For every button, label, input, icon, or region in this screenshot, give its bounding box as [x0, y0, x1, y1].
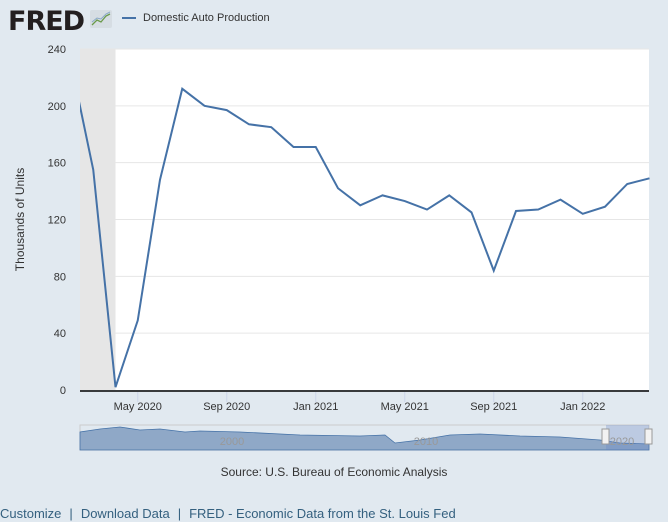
x-tick-label: Sep 2021 [470, 401, 517, 413]
data-point [202, 103, 207, 108]
data-point [336, 186, 341, 191]
data-point [380, 193, 385, 198]
data-point [514, 208, 519, 213]
separator: | [69, 506, 73, 521]
navigator-selection [606, 425, 649, 450]
data-point [91, 167, 96, 172]
y-tick-label: 240 [48, 44, 66, 56]
navigator-handle[interactable] [644, 428, 653, 445]
navigator-label: 2000 [220, 436, 244, 448]
data-point [469, 210, 474, 215]
data-point [180, 86, 185, 91]
y-tick-label: 120 [48, 215, 66, 227]
x-tick-label: May 2021 [381, 401, 429, 413]
data-point [558, 197, 563, 202]
fred-home-link[interactable]: FRED - Economic Data from the St. Louis … [189, 506, 456, 521]
data-point [291, 145, 296, 150]
data-point [536, 207, 541, 212]
fred-logo[interactable]: FRED [8, 6, 85, 37]
chart: 0 40 80 120 160 200 240 Thousands of Units May 2… [13, 44, 653, 451]
footer-links: Customize | Download Data | FRED - Economic … [0, 506, 456, 521]
y-tick-label: 160 [48, 158, 66, 170]
navigator-label: 2020 [610, 436, 634, 448]
y-tick-label: 0 [60, 385, 66, 397]
data-point [491, 268, 496, 273]
data-point [69, 61, 74, 66]
data-point [603, 204, 608, 209]
y-axis-label: Thousands of Units [13, 168, 27, 271]
navigator-label: 2010 [414, 436, 438, 448]
data-point [447, 193, 452, 198]
data-point [313, 145, 318, 150]
y-tick-label: 40 [54, 328, 66, 340]
fred-chart-icon [90, 10, 112, 28]
navigator-handle[interactable] [601, 428, 610, 445]
legend[interactable]: Domestic Auto Production [122, 12, 270, 24]
data-point [425, 207, 430, 212]
data-point [647, 176, 652, 181]
y-tick-label: 200 [48, 101, 66, 113]
legend-label: Domestic Auto Production [143, 12, 270, 24]
y-tick-label: 80 [54, 271, 66, 283]
data-point [625, 181, 630, 186]
download-data-link[interactable]: Download Data [80, 506, 170, 521]
legend-swatch [122, 17, 136, 19]
data-point [358, 203, 363, 208]
source-note: Source: U.S. Bureau of Economic Analysis [220, 465, 448, 479]
data-point [113, 385, 118, 390]
data-point [135, 318, 140, 323]
data-point [402, 199, 407, 204]
x-tick-label: Jan 2022 [560, 401, 605, 413]
separator: | [177, 506, 182, 521]
data-point [269, 125, 274, 130]
data-point [247, 122, 252, 127]
x-tick-label: May 2020 [114, 401, 162, 413]
x-tick-label: Jan 2021 [293, 401, 338, 413]
data-point [580, 211, 585, 216]
customize-link[interactable]: Customize [0, 506, 62, 521]
x-tick-label: Sep 2020 [203, 401, 250, 413]
data-point [158, 177, 163, 182]
series-line [80, 87, 650, 388]
data-point [224, 108, 229, 113]
